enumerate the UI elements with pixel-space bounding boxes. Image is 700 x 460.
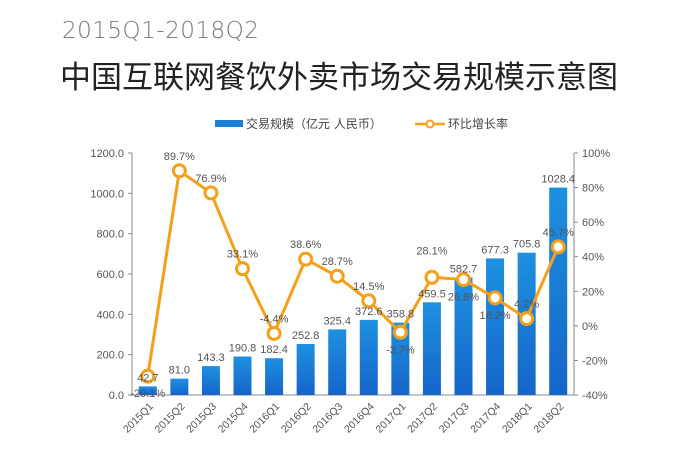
legend-line-swatch xyxy=(415,119,445,128)
left-tick-label: 400.0 xyxy=(96,309,124,321)
growth-marker xyxy=(140,368,156,384)
growth-value-label: 89.7% xyxy=(164,151,195,163)
growth-value-label: 4.2% xyxy=(514,299,539,311)
left-tick-label: 1000.0 xyxy=(90,188,124,200)
growth-marker xyxy=(424,269,440,285)
x-tick-label: 2017Q4 xyxy=(468,401,503,436)
bar-value-label: 42.7 xyxy=(137,372,158,384)
bar-value-label: 325.4 xyxy=(323,315,351,327)
right-tick-label: -20% xyxy=(582,355,608,367)
bar-value-label: 1028.4 xyxy=(541,174,575,186)
left-tick-label: 600.0 xyxy=(96,269,124,281)
bar-value-label: 358.8 xyxy=(387,309,415,321)
growth-value-label: 45.7% xyxy=(543,227,574,239)
growth-value-label: 26.8% xyxy=(448,292,479,304)
growth-value-label: -4.4% xyxy=(260,313,289,325)
bar xyxy=(170,378,189,395)
growth-marker xyxy=(392,324,408,340)
right-tick-label: 40% xyxy=(582,252,604,264)
bar-value-label: 372.6 xyxy=(355,306,383,318)
growth-value-label: 76.9% xyxy=(195,173,226,185)
legend-bar-swatch xyxy=(215,120,243,127)
x-tick-label: 2016Q2 xyxy=(279,401,314,436)
growth-marker xyxy=(550,239,566,255)
bar-value-label: 81.0 xyxy=(169,365,190,377)
bar-value-label: 190.8 xyxy=(229,343,257,355)
bar-value-label: 182.4 xyxy=(260,344,288,356)
left-tick-label: 800.0 xyxy=(96,229,124,241)
bar-value-label: 582.7 xyxy=(450,263,478,275)
growth-value-label: -3.7% xyxy=(386,344,415,356)
bar-value-label: 677.3 xyxy=(481,244,509,256)
bar-value-label: 252.8 xyxy=(292,330,320,342)
bar-value-label: 705.8 xyxy=(513,239,541,251)
growth-marker xyxy=(298,251,314,267)
bar xyxy=(359,319,378,395)
bar xyxy=(328,329,347,395)
chart-title: 中国互联网餐饮外卖市场交易规模示意图 xyxy=(60,60,618,96)
growth-marker xyxy=(171,163,187,179)
left-tick-label: 200.0 xyxy=(96,350,124,362)
legend-label-volume: 交易规模（亿元 人民币） xyxy=(246,117,382,131)
chart-subtitle: 2015Q1-2018Q2 xyxy=(62,18,260,44)
growth-value-label: -29.1% xyxy=(130,388,165,400)
growth-value-label: 16.2% xyxy=(479,310,510,322)
growth-marker xyxy=(519,311,535,327)
right-tick-label: 80% xyxy=(582,183,604,195)
bar xyxy=(391,322,410,395)
growth-marker xyxy=(266,325,282,341)
right-tick-label: -40% xyxy=(582,390,608,402)
x-tick-label: 2016Q3 xyxy=(310,401,345,436)
growth-marker xyxy=(235,261,250,277)
bar xyxy=(138,386,157,395)
bar xyxy=(296,344,315,395)
growth-marker xyxy=(203,185,219,201)
legend-item-volume: 交易规模（亿元 人民币） xyxy=(215,115,382,132)
bar-value-label: 459.5 xyxy=(418,288,446,300)
x-tick-label: 2016Q4 xyxy=(342,401,377,436)
growth-value-label: 28.1% xyxy=(416,245,447,257)
growth-value-label: 28.7% xyxy=(322,256,353,268)
x-tick-label: 2015Q4 xyxy=(216,401,251,436)
x-tick-label: 2015Q3 xyxy=(184,401,219,436)
bar xyxy=(201,366,220,395)
left-tick-label: 1200.0 xyxy=(90,148,124,160)
legend-label-growth: 环比增长率 xyxy=(448,117,509,131)
growth-value-label: 38.6% xyxy=(290,239,321,251)
x-tick-label: 2018Q1 xyxy=(500,401,535,436)
growth-value-label: 33.1% xyxy=(227,249,258,261)
growth-value-label: 14.5% xyxy=(353,281,384,293)
bar xyxy=(233,356,252,395)
x-tick-label: 2015Q2 xyxy=(153,401,188,436)
bar xyxy=(486,258,505,395)
growth-marker xyxy=(361,293,377,309)
right-tick-label: 20% xyxy=(582,286,604,298)
x-tick-label: 2017Q1 xyxy=(374,401,409,436)
x-tick-label: 2016Q1 xyxy=(247,401,282,436)
growth-marker xyxy=(329,268,345,284)
bar xyxy=(549,187,568,395)
growth-marker xyxy=(456,272,471,288)
bar xyxy=(265,358,284,395)
x-tick-label: 2018Q2 xyxy=(531,401,566,436)
bar xyxy=(454,277,473,395)
growth-marker xyxy=(487,290,503,306)
legend-item-growth: 环比增长率 xyxy=(415,115,508,132)
right-tick-label: 0% xyxy=(582,321,598,333)
x-tick-label: 2017Q2 xyxy=(405,401,440,436)
x-tick-label: 2017Q3 xyxy=(437,401,472,436)
x-tick-label: 2015Q1 xyxy=(121,401,156,436)
right-tick-label: 100% xyxy=(582,148,610,160)
bar-value-label: 143.3 xyxy=(197,352,225,364)
bar xyxy=(422,302,441,395)
left-tick-label: 0.0 xyxy=(109,390,124,402)
right-tick-label: 60% xyxy=(582,217,604,229)
